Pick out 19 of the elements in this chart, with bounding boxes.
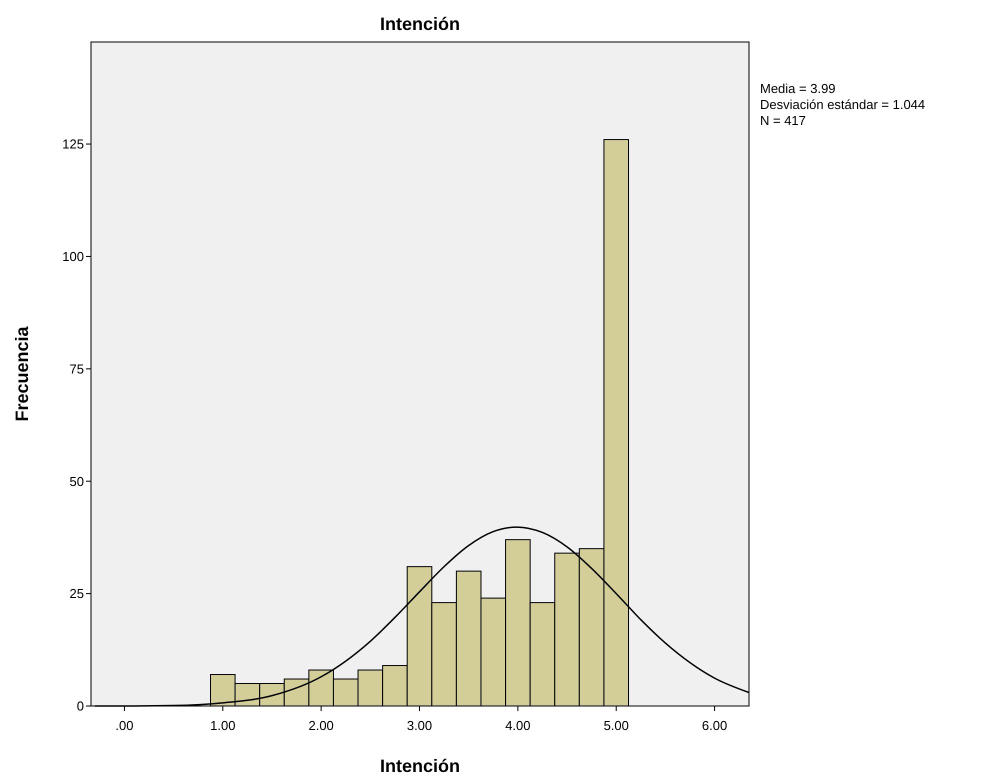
x-tick-label: 4.00 bbox=[505, 718, 531, 733]
y-axis-title: Frecuencia bbox=[12, 325, 32, 422]
x-tick-label: 3.00 bbox=[406, 718, 432, 733]
text: Desviación estándar = 1.044 bbox=[760, 97, 926, 112]
y-tick-label: 0 bbox=[76, 698, 84, 714]
x-tick-label: 6.00 bbox=[702, 718, 728, 733]
y-tick-label: 50 bbox=[70, 474, 84, 489]
y-tick-label: 100 bbox=[62, 248, 84, 264]
text: N = 417 bbox=[760, 113, 806, 128]
chart-title: Intención bbox=[380, 14, 460, 34]
x-tick-label: 1.00 bbox=[210, 718, 236, 733]
y-tick-label: 125 bbox=[62, 136, 84, 152]
y-tick-label: 25 bbox=[70, 586, 84, 602]
x-tick-label: 5.00 bbox=[604, 718, 629, 733]
y-tick-label: 75 bbox=[70, 361, 84, 376]
text: Media = 3.99 bbox=[760, 81, 836, 96]
x-tick-label: 2.00 bbox=[308, 718, 334, 733]
x-axis-title: Intención bbox=[380, 756, 460, 776]
x-tick-label: .00 bbox=[115, 718, 134, 733]
